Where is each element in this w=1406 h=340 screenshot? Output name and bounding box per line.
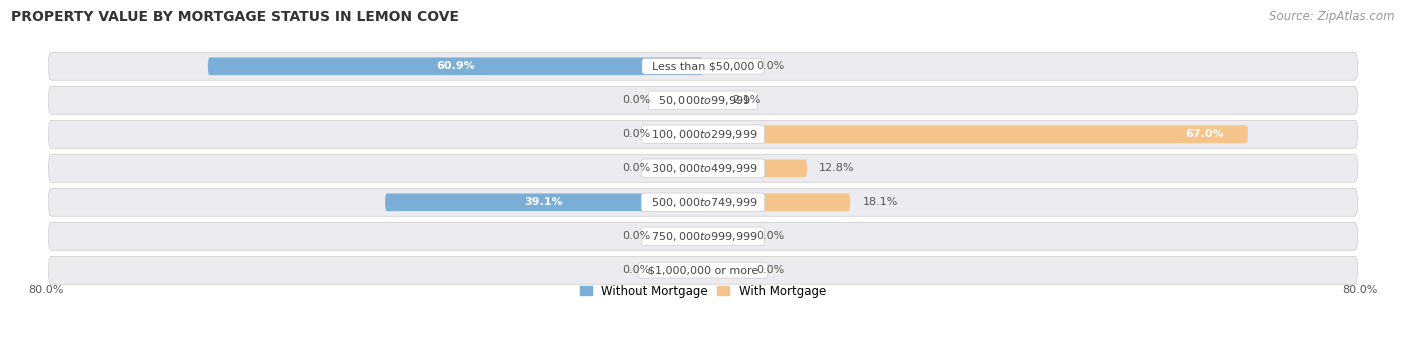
Text: PROPERTY VALUE BY MORTGAGE STATUS IN LEMON COVE: PROPERTY VALUE BY MORTGAGE STATUS IN LEM… [11,10,460,24]
Text: 80.0%: 80.0% [1343,285,1378,295]
Text: $300,000 to $499,999: $300,000 to $499,999 [644,162,762,175]
FancyBboxPatch shape [385,193,703,211]
FancyBboxPatch shape [48,86,1358,114]
Text: 2.1%: 2.1% [733,95,761,105]
FancyBboxPatch shape [703,159,807,177]
Text: 0.0%: 0.0% [756,61,785,71]
Text: 0.0%: 0.0% [621,129,650,139]
Text: 0.0%: 0.0% [621,265,650,275]
FancyBboxPatch shape [48,120,1358,148]
FancyBboxPatch shape [703,125,1247,143]
Text: 60.9%: 60.9% [436,61,475,71]
Legend: Without Mortgage, With Mortgage: Without Mortgage, With Mortgage [575,280,831,303]
FancyBboxPatch shape [703,91,720,109]
Text: $500,000 to $749,999: $500,000 to $749,999 [644,196,762,209]
FancyBboxPatch shape [48,154,1358,182]
Text: 0.0%: 0.0% [756,231,785,241]
Text: 0.0%: 0.0% [621,163,650,173]
Text: Source: ZipAtlas.com: Source: ZipAtlas.com [1270,10,1395,23]
FancyBboxPatch shape [208,57,703,75]
Text: 0.0%: 0.0% [621,95,650,105]
Text: 0.0%: 0.0% [756,265,785,275]
Text: $750,000 to $999,999: $750,000 to $999,999 [644,230,762,243]
FancyBboxPatch shape [48,188,1358,216]
Text: $50,000 to $99,999: $50,000 to $99,999 [651,94,755,107]
Text: Less than $50,000: Less than $50,000 [645,61,761,71]
FancyBboxPatch shape [48,52,1358,80]
FancyBboxPatch shape [48,222,1358,250]
Text: $100,000 to $299,999: $100,000 to $299,999 [644,128,762,141]
FancyBboxPatch shape [703,193,851,211]
Text: 39.1%: 39.1% [524,197,564,207]
Text: 12.8%: 12.8% [820,163,855,173]
Text: 0.0%: 0.0% [621,231,650,241]
Text: 80.0%: 80.0% [28,285,63,295]
Text: 67.0%: 67.0% [1185,129,1223,139]
FancyBboxPatch shape [48,256,1358,284]
Text: $1,000,000 or more: $1,000,000 or more [641,265,765,275]
Text: 18.1%: 18.1% [862,197,898,207]
